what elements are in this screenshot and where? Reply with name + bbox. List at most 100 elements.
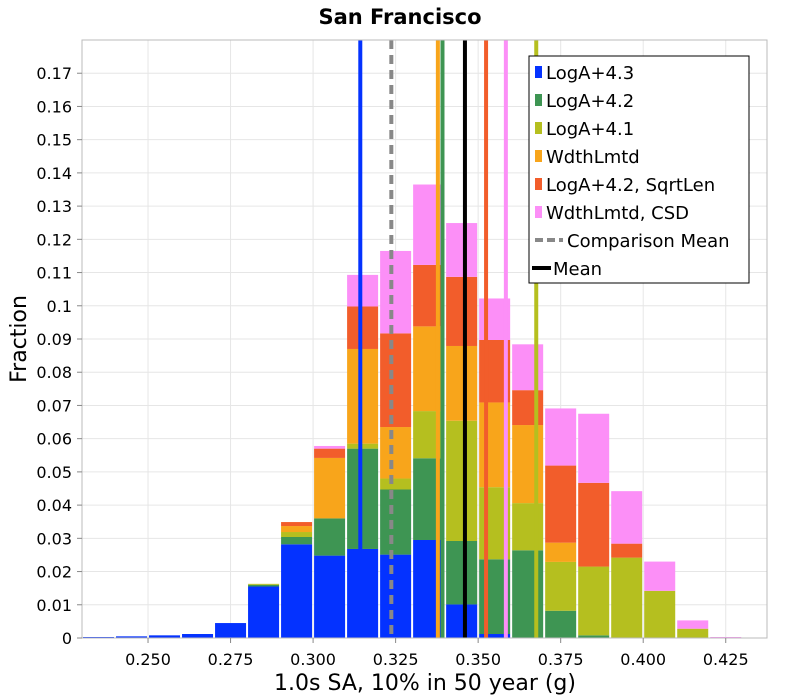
bar-wdthlmtd-bin-6 (281, 526, 313, 533)
bar-wdthlmtd-csd-bin-15 (578, 413, 610, 483)
legend-swatch-loga-4-1 (535, 122, 542, 134)
bar-loga-4-1-bin-13 (512, 503, 544, 551)
legend-swatch-loga-4-2 (535, 94, 542, 106)
bar-loga-4-2-sqrtlen-bin-15 (578, 482, 610, 567)
legend-swatch-wdthlmtd (535, 150, 542, 162)
bar-loga-4-1-bin-9 (380, 478, 412, 490)
bar-wdthlmtd-csd-bin-11 (446, 223, 478, 277)
x-tick-label-7: 0.425 (703, 650, 749, 669)
bar-loga-4-2-bin-15 (578, 635, 610, 638)
bar-loga-4-1-bin-18 (677, 628, 709, 638)
bar-loga-4-3-bin-11 (446, 604, 478, 638)
legend-label-loga-4-1: LogA+4.1 (546, 119, 634, 140)
bar-loga-4-2-bin-13 (512, 550, 544, 638)
y-tick-label-1: 0.01 (36, 596, 72, 615)
bar-loga-4-2-sqrtlen-bin-9 (380, 333, 412, 428)
y-tick-label-15: 0.15 (36, 131, 72, 150)
bar-loga-4-1-bin-16 (611, 557, 643, 638)
bar-loga-4-2-sqrtlen-bin-14 (545, 465, 577, 543)
legend-swatch-wdthlmtd-csd (535, 206, 542, 218)
bar-wdthlmtd-bin-11 (446, 345, 478, 421)
bar-wdthlmtd-csd-bin-8 (347, 274, 379, 307)
bar-loga-4-3-bin-5 (248, 586, 280, 638)
legend-label-loga-4-2: LogA+4.2 (546, 91, 634, 112)
y-tick-label-2: 0.02 (36, 563, 72, 582)
bar-loga-4-2-sqrtlen-bin-13 (512, 390, 544, 426)
legend-label-wdthlmtd-csd: WdthLmtd, CSD (546, 203, 689, 224)
bar-loga-4-1-bin-5 (248, 583, 280, 585)
y-axis-ticks: 0 0.01 0.02 0.03 0.04 0.05 0.06 0.07 0.08 0.09 0.1… (36, 64, 82, 648)
bar-loga-4-2-sqrtlen-bin-6 (281, 522, 313, 527)
y-tick-label-10: 0.1 (47, 297, 72, 316)
bar-wdthlmtd-csd-bin-18 (677, 620, 709, 629)
bar-wdthlmtd-bin-9 (380, 427, 412, 479)
legend-label-mean: Mean (553, 259, 602, 280)
x-tick-label-4: 0.350 (455, 650, 501, 669)
bar-wdthlmtd-bin-13 (512, 425, 544, 504)
bar-loga-4-3-bin-12 (479, 634, 511, 638)
legend-label-loga-4-2-sqrtlen: LogA+4.2, SqrtLen (546, 175, 715, 196)
bar-loga-4-2-sqrtlen-bin-16 (611, 543, 643, 558)
x-tick-label-2: 0.300 (290, 650, 336, 669)
bar-loga-4-2-bin-11 (446, 540, 478, 605)
y-tick-label-8: 0.08 (36, 363, 72, 382)
bar-wdthlmtd-csd-bin-14 (545, 408, 577, 466)
bar-loga-4-1-bin-11 (446, 420, 478, 541)
x-tick-label-6: 0.400 (620, 650, 666, 669)
legend: LogA+4.3 LogA+4.2 LogA+4.1 WdthLmtd LogA+4.2… (528, 55, 750, 284)
bar-loga-4-1-bin-8 (347, 443, 379, 449)
legend-label-wdthlmtd: WdthLmtd (546, 147, 640, 168)
x-tick-label-3: 0.325 (373, 650, 419, 669)
bar-loga-4-3-bin-3 (182, 634, 214, 638)
bar-loga-4-2-bin-6 (281, 537, 313, 545)
bar-wdthlmtd-csd-bin-17 (644, 561, 676, 591)
bar-loga-4-3-bin-9 (380, 554, 412, 638)
y-tick-label-4: 0.04 (36, 496, 72, 515)
y-tick-label-12: 0.12 (36, 230, 72, 249)
bar-loga-4-1-bin-15 (578, 566, 610, 636)
bar-loga-4-3-bin-7 (314, 555, 346, 638)
bar-wdthlmtd-bin-8 (347, 348, 379, 444)
bar-wdthlmtd-csd-bin-9 (380, 250, 412, 334)
y-tick-label-5: 0.05 (36, 463, 72, 482)
bar-loga-4-3-bin-6 (281, 544, 313, 638)
bar-wdthlmtd-csd-bin-13 (512, 344, 544, 391)
bar-loga-4-1-bin-6 (281, 532, 313, 538)
y-tick-label-13: 0.13 (36, 197, 72, 216)
bar-loga-4-2-sqrtlen-bin-7 (314, 448, 346, 458)
legend-box (528, 55, 750, 284)
y-tick-label-7: 0.07 (36, 396, 72, 415)
bar-wdthlmtd-bin-14 (545, 542, 577, 562)
legend-swatch-loga-4-3 (535, 66, 542, 78)
legend-label-loga-4-3: LogA+4.3 (546, 63, 634, 84)
y-tick-label-6: 0.06 (36, 430, 72, 449)
chart-title: San Francisco (318, 5, 481, 29)
y-axis-label: Fraction (7, 295, 32, 383)
y-tick-label-11: 0.11 (36, 264, 72, 283)
bar-wdthlmtd-bin-7 (314, 457, 346, 519)
x-tick-label-5: 0.375 (538, 650, 584, 669)
bar-loga-4-2-bin-7 (314, 518, 346, 556)
bar-loga-4-2-bin-8 (347, 448, 379, 549)
x-axis-label: 1.0s SA, 10% in 50 year (g) (274, 671, 576, 696)
bar-wdthlmtd-csd-bin-16 (611, 491, 643, 544)
bar-loga-4-2-sqrtlen-bin-11 (446, 276, 478, 346)
bar-loga-4-3-bin-8 (347, 548, 379, 638)
legend-swatch-loga-4-2-sqrtlen (535, 178, 542, 190)
y-tick-label-16: 0.16 (36, 97, 72, 116)
y-tick-label-17: 0.17 (36, 64, 72, 83)
bar-loga-4-2-bin-5 (248, 584, 280, 587)
bar-loga-4-1-bin-14 (545, 561, 577, 611)
bar-loga-4-2-sqrtlen-bin-8 (347, 306, 379, 349)
bar-loga-4-3-bin-4 (215, 623, 247, 638)
bar-loga-4-3-bin-1 (116, 636, 148, 638)
y-tick-label-14: 0.14 (36, 164, 72, 183)
x-tick-label-0: 0.250 (125, 650, 171, 669)
bar-loga-4-3-bin-2 (149, 635, 181, 638)
y-tick-label-3: 0.03 (36, 529, 72, 548)
bar-loga-4-2-bin-9 (380, 489, 412, 555)
bar-wdthlmtd-csd-bin-7 (314, 445, 346, 449)
bar-loga-4-2-bin-14 (545, 610, 577, 638)
y-tick-label-0: 0 (62, 629, 72, 648)
